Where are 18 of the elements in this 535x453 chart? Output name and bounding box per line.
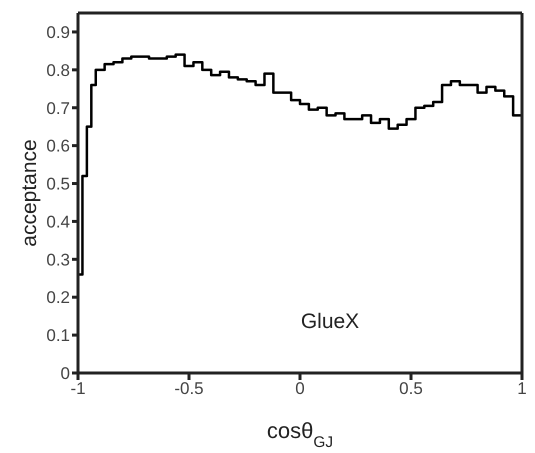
y-tick-label: 0.2 xyxy=(46,288,70,308)
y-axis-title: acceptance xyxy=(18,139,41,247)
x-axis-title: cosθ$_{GJ}$ xyxy=(266,418,334,450)
x-tick-label: -1 xyxy=(70,379,86,398)
y-tick-label: 0.5 xyxy=(46,174,70,194)
y-tick-label: 0.3 xyxy=(46,250,70,270)
y-tick-label: 0.1 xyxy=(46,326,70,346)
x-tick-label: 0 xyxy=(295,379,305,398)
x-tick-label: -0.5 xyxy=(174,379,204,398)
y-tick-label: 0.6 xyxy=(46,136,70,156)
y-tick-label: 0 xyxy=(60,364,70,384)
annotation: GlueX xyxy=(300,310,360,334)
y-tick-label: 0.9 xyxy=(46,22,70,42)
y-tick-label: 0.7 xyxy=(46,98,70,118)
x-tick-label: 1 xyxy=(517,379,527,398)
y-tick-label: 0.4 xyxy=(46,212,70,232)
y-tick-label: 0.8 xyxy=(46,60,70,80)
x-tick-label: 0.5 xyxy=(399,379,423,398)
